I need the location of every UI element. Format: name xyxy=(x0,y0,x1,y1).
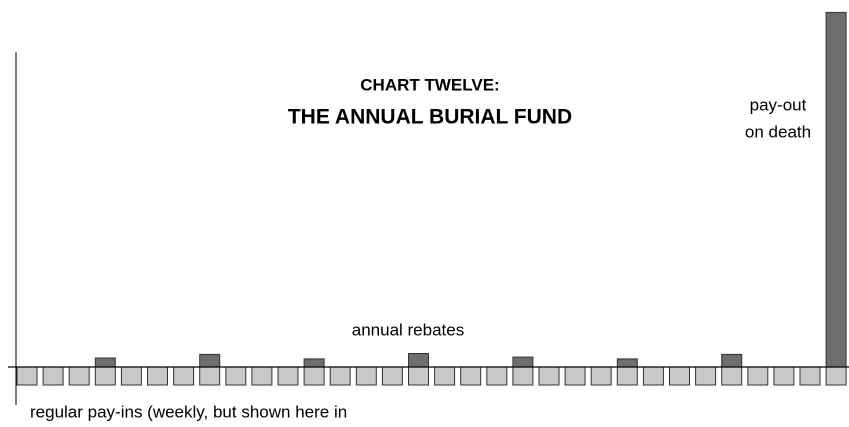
bar xyxy=(94,366,116,386)
bar xyxy=(747,366,769,386)
bar xyxy=(42,366,64,386)
bar xyxy=(199,353,221,368)
bar xyxy=(486,366,508,386)
bar xyxy=(408,366,429,386)
bar xyxy=(434,366,456,386)
bar xyxy=(616,358,638,368)
bar xyxy=(799,366,821,386)
bar xyxy=(173,366,195,386)
annotation: annual rebates xyxy=(352,320,464,339)
annotation: regular pay-ins (weekly, but shown here … xyxy=(30,402,347,421)
bar xyxy=(355,366,377,386)
chart-subtitle: THE ANNUAL BURIAL FUND xyxy=(288,106,572,129)
bar xyxy=(512,366,534,386)
bar xyxy=(538,366,560,386)
bar xyxy=(408,353,429,368)
bar xyxy=(721,353,743,368)
annotation: pay-out xyxy=(750,95,807,114)
bar xyxy=(94,357,116,368)
bar xyxy=(68,366,90,386)
bar xyxy=(721,366,743,386)
bar xyxy=(381,366,403,386)
bar xyxy=(825,11,847,368)
bar xyxy=(329,366,351,386)
bar xyxy=(590,366,612,386)
bar xyxy=(251,366,273,386)
chart-title: CHART TWELVE: xyxy=(360,75,499,94)
bar xyxy=(669,366,690,386)
bar xyxy=(695,366,717,386)
bar xyxy=(225,366,247,386)
annotation: on death xyxy=(745,122,811,141)
bar xyxy=(16,366,38,386)
bar xyxy=(616,366,638,386)
bar xyxy=(147,366,168,386)
bar xyxy=(564,366,586,386)
bar xyxy=(120,366,142,386)
bar xyxy=(460,366,482,386)
bar xyxy=(825,366,847,386)
bar xyxy=(773,366,795,386)
bar xyxy=(277,366,299,386)
bar xyxy=(642,366,664,386)
bar xyxy=(303,366,325,386)
bar xyxy=(199,366,221,386)
bar xyxy=(512,356,534,368)
bar xyxy=(303,358,325,368)
